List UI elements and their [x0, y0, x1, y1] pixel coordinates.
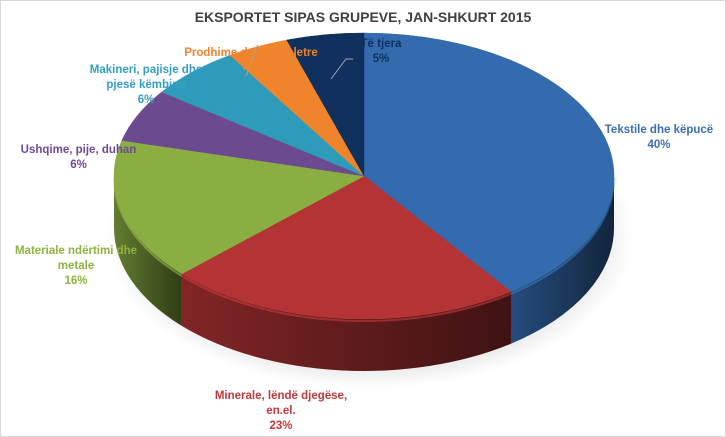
pie-slice-6 [286, 32, 365, 177]
pie-side-0 [510, 176, 614, 344]
label-ushqime: Ushqime, pije, duhan 6% [20, 144, 137, 171]
label-makineri: Makineri, pajisje dhe pjesë këmbimi 6% [89, 64, 203, 106]
label-materiale: Materiale ndërtimi dhe metale 16% [14, 245, 138, 287]
label-prodhime: Prodhime druri dhe letre 4% [184, 47, 318, 74]
pie-slice-0 [363, 32, 615, 292]
pie-slice-1 [181, 175, 512, 320]
label-tekstile: Tekstile dhe këpucë 40% [604, 124, 714, 151]
pie-slice-2 [113, 140, 365, 275]
chart-title: EKSPORTET SIPAS GRUPEVE, JAN-SHKURT 2015 [194, 9, 532, 25]
label-minerale: Minerale, lëndë djegëse, en.el. 23% [214, 390, 348, 432]
pie-side-1 [181, 273, 511, 371]
label-te-tjera: Të tjera 5% [360, 38, 402, 65]
